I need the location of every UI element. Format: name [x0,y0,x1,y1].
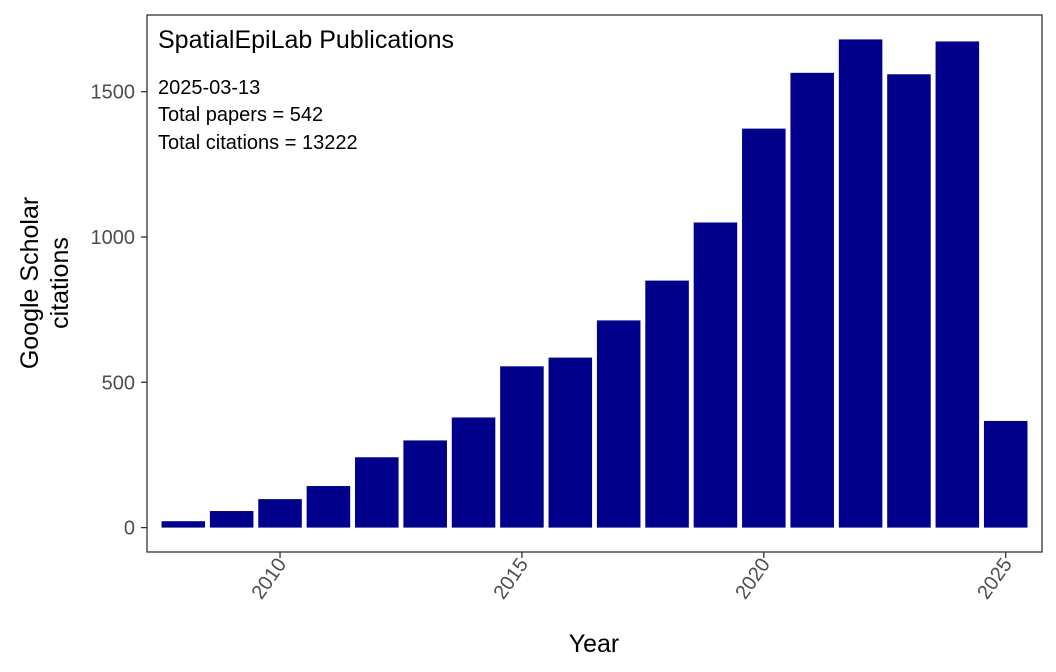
x-tick-label: 2025 [973,554,1017,603]
x-tick-label: 2010 [248,554,292,603]
bar-2016 [548,357,593,528]
y-axis-title: Google Scholar citations [16,197,74,369]
bar-2019 [693,222,738,528]
bar-2014 [451,417,496,528]
bar-2008 [161,521,206,528]
x-tick-label: 2020 [731,554,775,603]
annotation-date: 2025-03-13 [158,77,260,99]
bar-2012 [355,457,399,528]
bar-2009 [209,511,254,528]
x-tick-label: 2015 [489,554,533,603]
bar-2022 [838,39,883,528]
y-tick-label: 0 [124,518,135,540]
bar-2015 [500,366,544,528]
bar-2024 [935,41,980,528]
bar-2018 [645,280,689,528]
bar-2017 [596,320,641,528]
annotation-total-citations: Total citations = 13222 [158,132,358,154]
plot-panel-border [146,14,1043,553]
annotation-total-papers: Total papers = 542 [158,104,323,126]
bar-2010 [258,499,302,528]
y-axis-title-line-1: Google Scholar [16,197,44,369]
x-axis-title: Year [569,630,620,658]
bar-2020 [742,128,786,528]
y-axis-title-line-2: citations [46,237,74,329]
y-tick-label: 1500 [91,82,136,104]
chart-title: SpatialEpiLab Publications [158,26,454,54]
bar-2021 [790,72,834,528]
y-tick-label: 1000 [91,227,136,249]
bars [161,39,1028,528]
bar-2011 [306,486,351,528]
y-tick-label: 500 [102,372,135,394]
bar-2013 [403,440,447,528]
bar-2025 [983,420,1028,528]
bar-2023 [887,74,931,528]
